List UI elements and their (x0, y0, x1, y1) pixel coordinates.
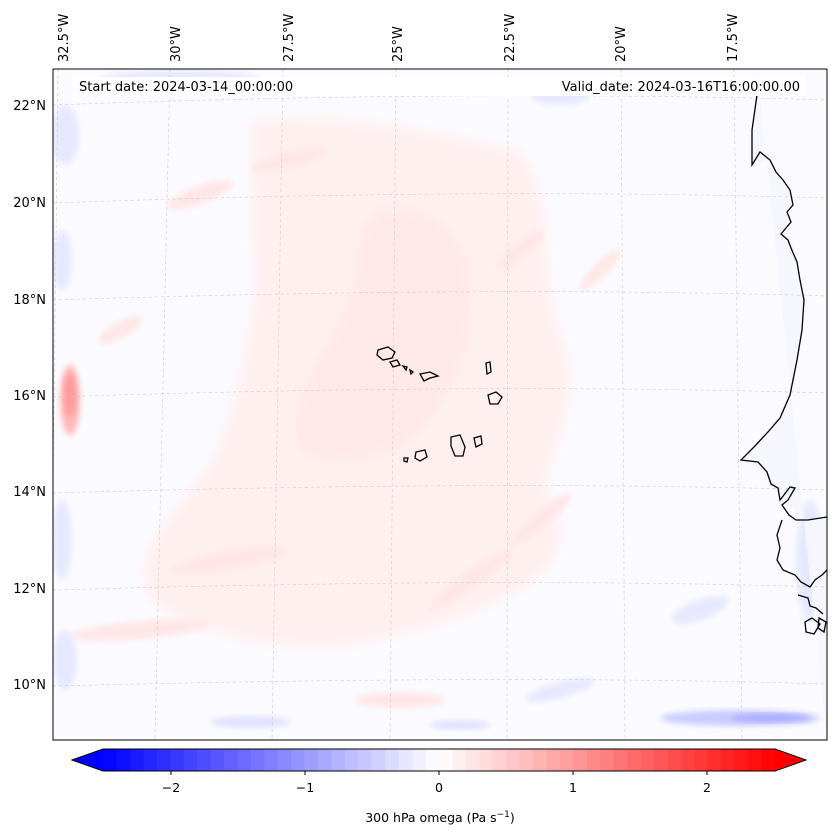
colorbar-cell (197, 749, 212, 771)
lat-label: 22°N (13, 99, 46, 114)
colorbar-cell (748, 749, 763, 771)
lon-label: 32.5°W (57, 14, 72, 62)
colorbar-low-extension (72, 749, 103, 771)
colorbar-title-exponent: −1 (497, 810, 510, 820)
colorbar-tick-label: −1 (296, 780, 314, 795)
colorbar-cell (223, 749, 238, 771)
colorbar-cell (210, 749, 225, 771)
date-header-bar (72, 77, 806, 96)
colorbar-cell (156, 749, 171, 771)
colorbar-cell (358, 749, 373, 771)
colorbar-cell (439, 749, 454, 771)
lon-label: 25°W (391, 26, 406, 62)
lon-label: 30°W (169, 26, 184, 62)
colorbar-cell (640, 749, 655, 771)
longitude-labels: 32.5°W 30°W 27.5°W 25°W 22.5°W 20°W 17.5… (57, 14, 741, 62)
colorbar-cell (761, 749, 776, 771)
colorbar-cell (371, 749, 386, 771)
colorbar-cell (600, 749, 615, 771)
colorbar-cell (116, 749, 131, 771)
colorbar-cell (721, 749, 736, 771)
colorbar-title-main: 300 hPa omega (Pa s (365, 810, 496, 825)
colorbar-cell (573, 749, 588, 771)
colorbar-cell (304, 749, 319, 771)
colorbar-cell (734, 749, 749, 771)
colorbar-high-extension (775, 749, 806, 771)
colorbar-cell (318, 749, 333, 771)
colorbar-cell (250, 749, 265, 771)
lon-label: 17.5°W (726, 14, 741, 62)
colorbar-cell (398, 749, 413, 771)
colorbar-cell (264, 749, 279, 771)
colorbar-cell (694, 749, 709, 771)
colorbar-cell (680, 749, 695, 771)
omega-field (53, 69, 827, 740)
colorbar-tick-label: 1 (569, 780, 577, 795)
colorbar-outline (70, 748, 808, 772)
colorbar-cell (506, 749, 521, 771)
colorbar-tick-label: 0 (435, 780, 443, 795)
colorbar-cell (654, 749, 669, 771)
colorbar: −2 −1 0 1 2 300 hPa omega (Pa s−1) (70, 748, 808, 825)
colorbar-cell (103, 749, 118, 771)
colorbar-cell (492, 749, 507, 771)
coastline (739, 94, 827, 635)
lon-label: 22.5°W (503, 14, 518, 62)
colorbar-cell (559, 749, 574, 771)
valid-date-label: Valid_date: 2024-03-16T16:00:00.00 (562, 80, 800, 95)
start-date-label: Start date: 2024-03-14_00:00:00 (79, 80, 293, 95)
colorbar-cell (613, 749, 628, 771)
lat-label: 16°N (13, 389, 46, 404)
colorbar-cell (291, 749, 306, 771)
colorbar-cell (331, 749, 346, 771)
colorbar-cell (707, 749, 722, 771)
colorbar-cell (533, 749, 548, 771)
gridlines (53, 69, 827, 740)
lon-label: 20°W (614, 26, 629, 62)
cape-verde-islands (376, 346, 503, 463)
colorbar-cell (425, 749, 440, 771)
colorbar-cell (344, 749, 359, 771)
map-panel: Start date: 2024-03-14_00:00:00 Valid_da… (52, 68, 828, 741)
colorbar-cell (479, 749, 494, 771)
colorbar-title: 300 hPa omega (Pa s−1) (365, 810, 515, 825)
colorbar-cell (143, 749, 158, 771)
latitude-labels: 22°N 20°N 18°N 16°N 14°N 12°N 10°N (13, 99, 46, 693)
colorbar-title-close: ) (510, 810, 515, 825)
lat-label: 20°N (13, 196, 46, 211)
colorbar-cell (237, 749, 252, 771)
colorbar-cell (465, 749, 480, 771)
lat-label: 18°N (13, 293, 46, 308)
lon-label: 27.5°W (282, 14, 297, 62)
colorbar-cell (667, 749, 682, 771)
colorbar-ticks (170, 771, 708, 775)
lat-label: 12°N (13, 582, 46, 597)
colorbar-cell (385, 749, 400, 771)
colorbar-cell (452, 749, 467, 771)
colorbar-cell (170, 749, 185, 771)
colorbar-cell (129, 749, 144, 771)
africa-land (741, 69, 827, 740)
map-border (52, 68, 828, 741)
colorbar-tick-label: 2 (703, 780, 711, 795)
colorbar-cell (546, 749, 561, 771)
colorbar-cell (412, 749, 427, 771)
colorbar-cell (183, 749, 198, 771)
colorbar-cell (627, 749, 642, 771)
lat-label: 10°N (13, 678, 46, 693)
colorbar-cell (519, 749, 534, 771)
colorbar-cells (103, 749, 776, 771)
colorbar-cell (586, 749, 601, 771)
colorbar-tick-label: −2 (162, 780, 180, 795)
colorbar-cell (277, 749, 292, 771)
lat-label: 14°N (13, 485, 46, 500)
